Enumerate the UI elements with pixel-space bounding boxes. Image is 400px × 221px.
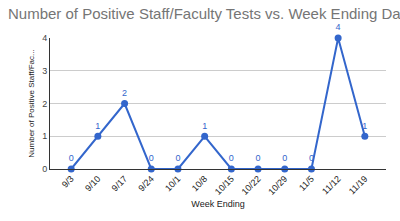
svg-text:1: 1 [95, 121, 100, 131]
svg-text:11/19: 11/19 [347, 174, 370, 197]
svg-text:0: 0 [42, 164, 47, 174]
svg-text:9/24: 9/24 [136, 174, 155, 193]
svg-text:0: 0 [229, 153, 234, 163]
svg-text:Number of Positive Staff/Facul: Number of Positive Staff/Faculty Tests v… [8, 5, 400, 22]
svg-text:2: 2 [122, 88, 127, 98]
svg-text:4: 4 [336, 22, 341, 32]
svg-text:9/10: 9/10 [83, 174, 102, 193]
svg-text:1: 1 [42, 131, 47, 141]
svg-text:0: 0 [69, 153, 74, 163]
svg-text:10/22: 10/22 [240, 174, 263, 197]
svg-text:1: 1 [362, 121, 367, 131]
svg-text:10/29: 10/29 [266, 174, 289, 197]
svg-text:1: 1 [202, 121, 207, 131]
svg-text:11/12: 11/12 [320, 174, 343, 197]
svg-text:Week Ending: Week Ending [191, 199, 244, 209]
svg-text:9/3: 9/3 [60, 174, 76, 190]
svg-text:0: 0 [175, 153, 180, 163]
svg-text:10/8: 10/8 [190, 174, 209, 193]
svg-text:0: 0 [149, 153, 154, 163]
svg-text:Number of Positive Staff/Fac..: Number of Positive Staff/Fac... [27, 49, 36, 157]
svg-text:4: 4 [42, 33, 47, 43]
svg-text:11/5: 11/5 [297, 174, 316, 193]
svg-text:10/15: 10/15 [213, 174, 236, 197]
svg-text:0: 0 [256, 153, 261, 163]
svg-text:3: 3 [42, 66, 47, 76]
svg-text:0: 0 [282, 153, 287, 163]
svg-text:0: 0 [309, 153, 314, 163]
svg-text:2: 2 [42, 99, 47, 109]
svg-text:9/17: 9/17 [110, 174, 129, 193]
svg-text:10/1: 10/1 [163, 174, 182, 193]
